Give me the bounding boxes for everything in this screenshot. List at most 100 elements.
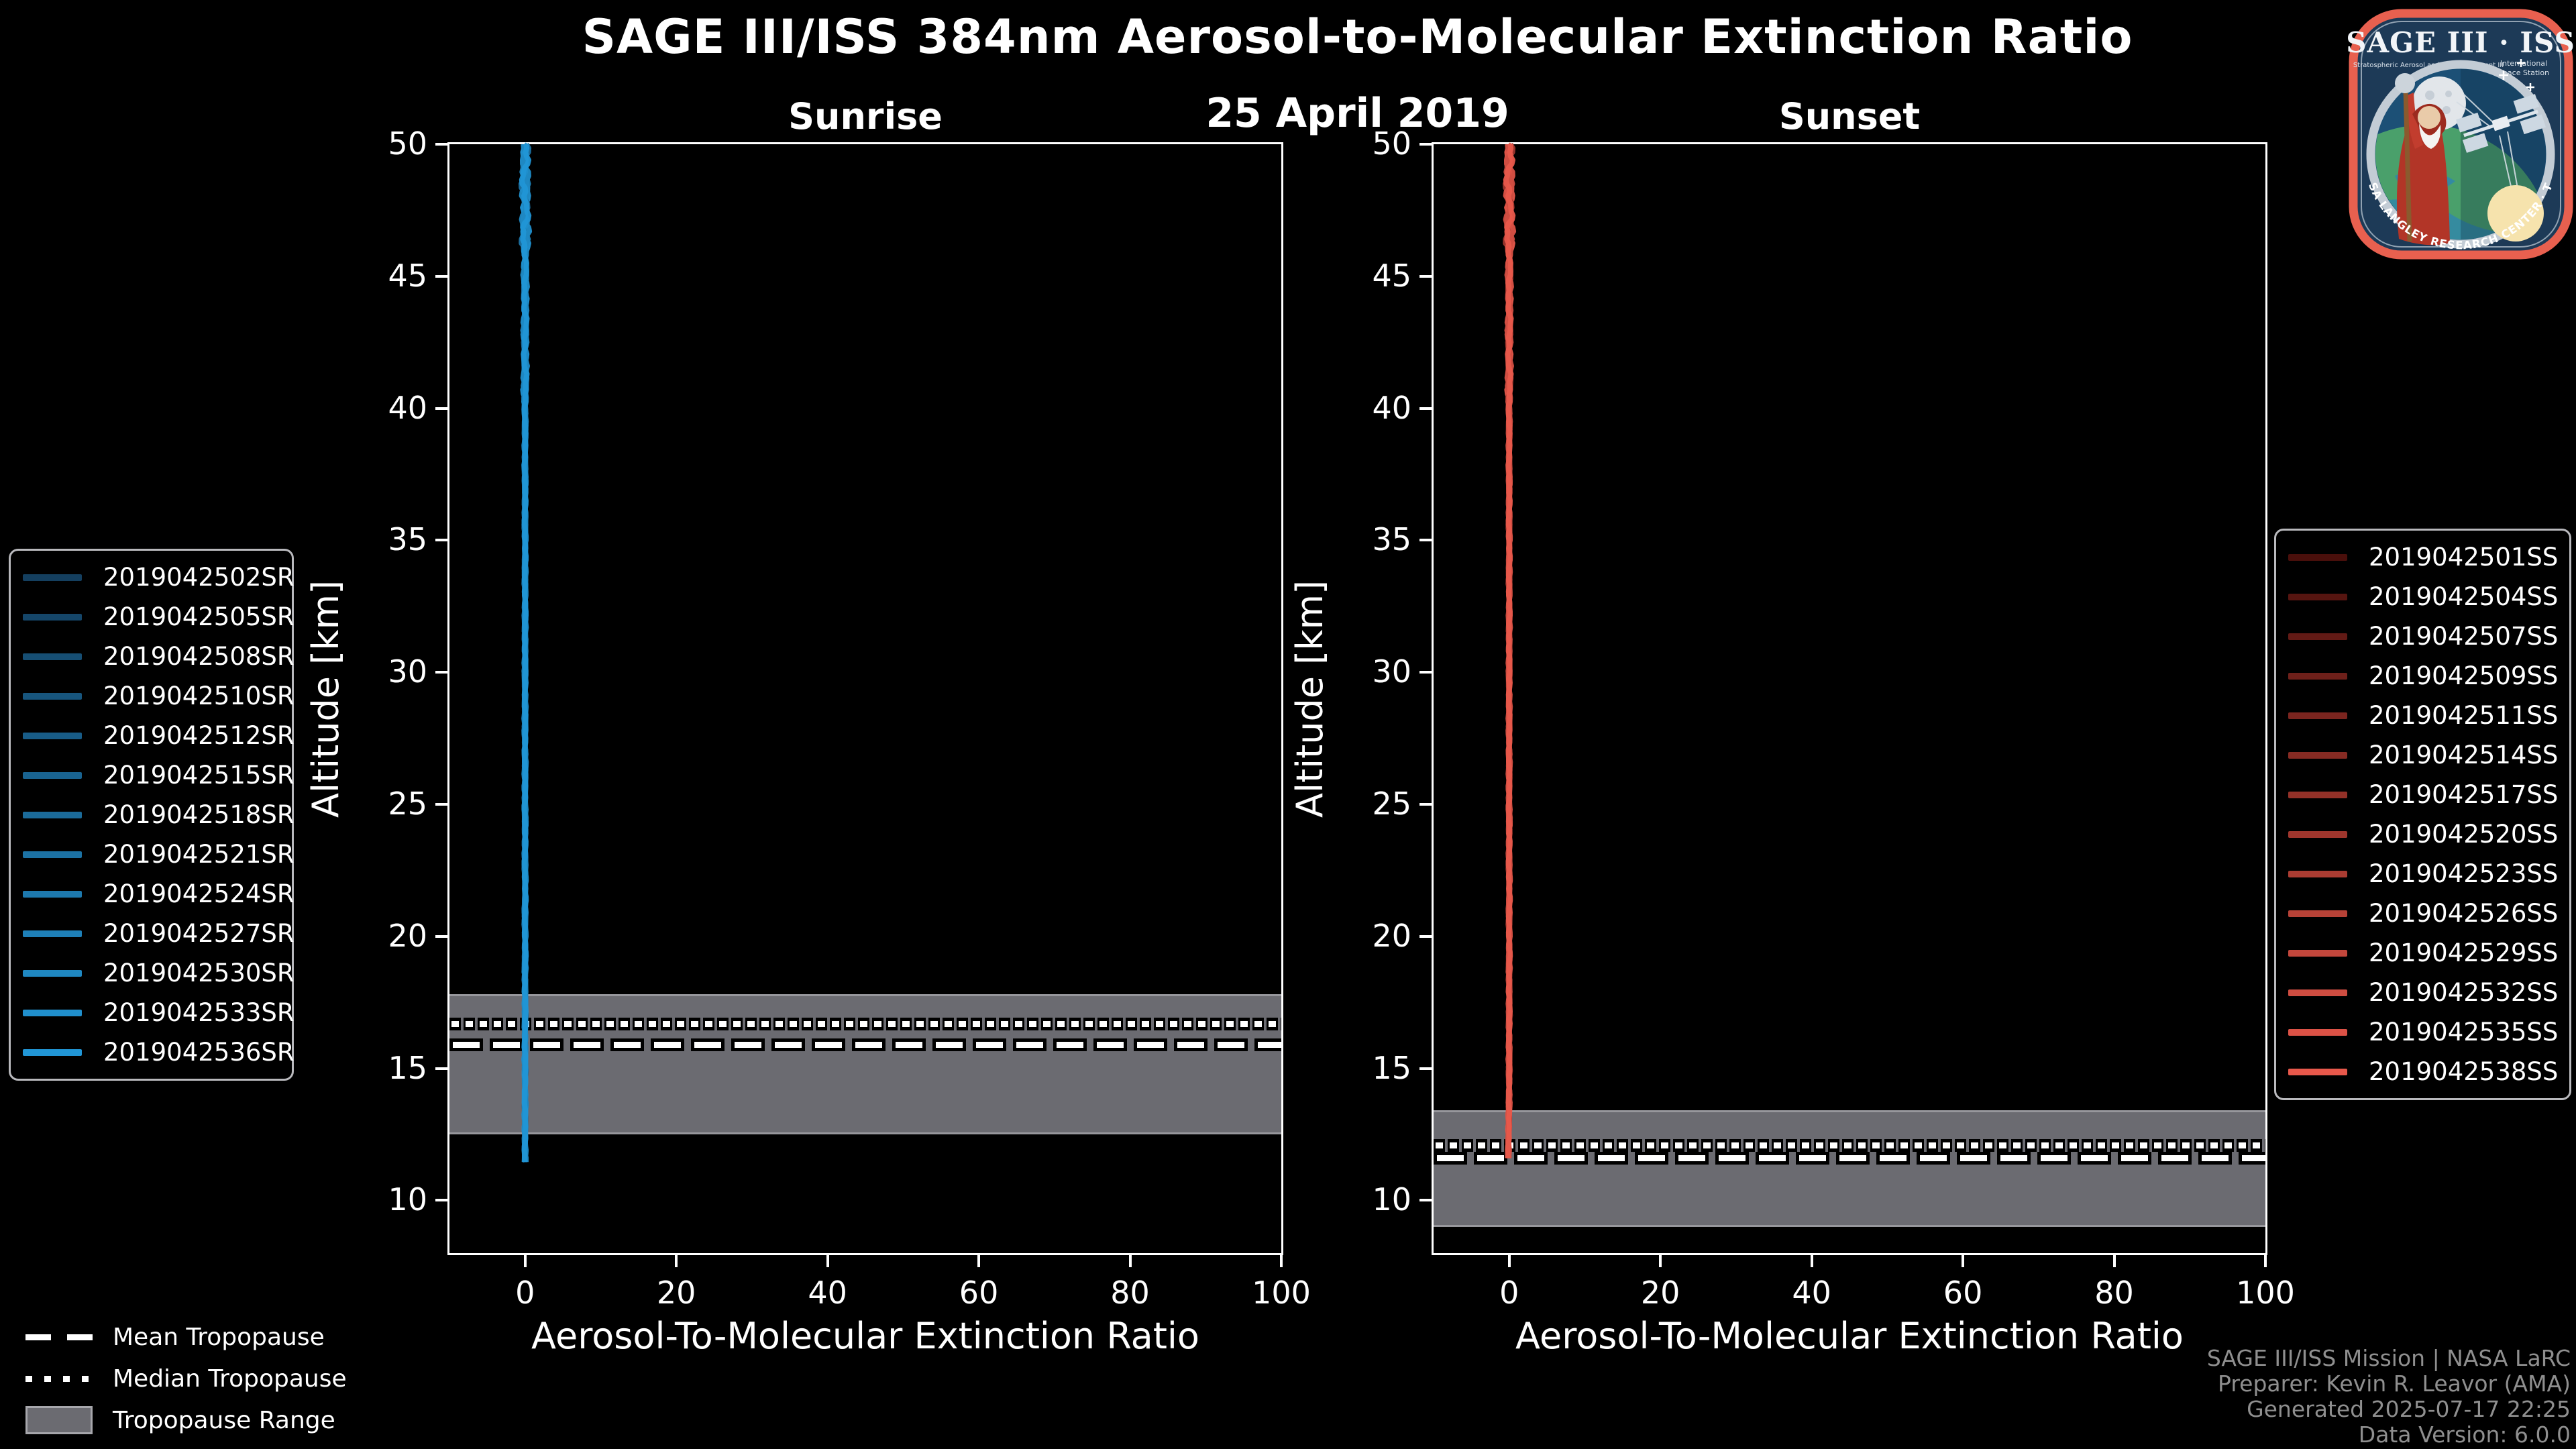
page-title: SAGE III/ISS 384nm Aerosol-to-Molecular … xyxy=(582,9,2133,64)
legend-event-label: 2019042532SS xyxy=(2369,978,2559,1007)
legend-event-label: 2019042515SR xyxy=(103,761,294,790)
legend-event-label: 2019042502SR xyxy=(103,563,294,592)
legend-event-label: 2019042535SS xyxy=(2369,1018,2559,1046)
date-subtitle: 25 April 2019 xyxy=(1205,90,1509,137)
legend-item: 2019042538SS xyxy=(2280,1052,2565,1091)
legend-item: 2019042530SR xyxy=(15,953,294,993)
x-tick-label: 80 xyxy=(1110,1275,1150,1311)
legend-event-label: 2019042523SS xyxy=(2369,859,2559,888)
legend-line-swatch xyxy=(23,1009,82,1016)
y-tick xyxy=(435,143,447,146)
legend-event-label: 2019042512SR xyxy=(103,721,294,750)
sunrise-legend: 2019042502SR 2019042505SR 2019042508SR 2019… xyxy=(9,549,294,1081)
y-tick xyxy=(1419,934,1432,938)
legend-event-label: 2019042526SS xyxy=(2369,899,2559,928)
legend-event-label: 2019042514SS xyxy=(2369,741,2559,769)
x-tick-label: 0 xyxy=(1499,1275,1519,1311)
legend-item: 2019042514SS xyxy=(2280,735,2565,775)
legend-line-swatch xyxy=(2288,949,2347,957)
legend-event-label: 2019042508SR xyxy=(103,642,294,671)
y-tick xyxy=(1419,143,1432,146)
sunset-x-axis-label: Aerosol-To-Molecular Extinction Ratio xyxy=(1515,1315,2184,1357)
x-tick xyxy=(1659,1255,1662,1267)
legend-item: 2019042517SS xyxy=(2280,775,2565,814)
y-tick-label: 30 xyxy=(388,653,427,690)
sunset-panel-title: Sunset xyxy=(1778,95,1921,138)
mean-tropopause-line xyxy=(1434,1152,2265,1165)
y-tick xyxy=(1419,407,1432,410)
x-tick xyxy=(2264,1255,2267,1267)
credit-data-version: Data Version: 6.0.0 xyxy=(2358,1421,2571,1448)
x-tick-label: 60 xyxy=(959,1275,999,1311)
legend-item: 2019042536SR xyxy=(15,1032,294,1072)
legend-line-swatch xyxy=(2288,870,2347,877)
x-tick-label: 80 xyxy=(2094,1275,2134,1311)
logo-subtitle-left: Stratospheric Aerosol and Gas Experiment… xyxy=(2353,62,2504,69)
tropopause-range-label: Tropopause Range xyxy=(113,1406,335,1434)
credit-preparer: Preparer: Kevin R. Leavor (AMA) xyxy=(2218,1371,2571,1397)
legend-item: 2019042510SR xyxy=(15,676,294,716)
legend-line-swatch xyxy=(2288,1028,2347,1036)
dashed-line-swatch xyxy=(25,1334,93,1340)
x-tick xyxy=(1128,1255,1132,1267)
legend-item: 2019042521SR xyxy=(15,835,294,874)
x-tick xyxy=(826,1255,829,1267)
y-tick xyxy=(435,407,447,410)
x-tick-label: 40 xyxy=(1792,1275,1831,1311)
y-tick-label: 40 xyxy=(388,389,427,426)
x-tick xyxy=(1810,1255,1813,1267)
sunrise-plot: Aerosol-To-Molecular Extinction Ratio Al… xyxy=(305,125,1311,1357)
legend-event-label: 2019042533SR xyxy=(103,998,294,1027)
mean-tropopause-line xyxy=(449,1038,1281,1052)
legend-line-swatch xyxy=(23,1049,82,1056)
legend-event-label: 2019042527SR xyxy=(103,919,294,948)
legend-line-swatch xyxy=(2288,553,2347,561)
legend-event-label: 2019042529SS xyxy=(2369,938,2559,967)
legend-item: 2019042523SS xyxy=(2280,854,2565,894)
legend-item: 2019042526SS xyxy=(2280,894,2565,933)
legend-line-swatch xyxy=(23,930,82,937)
legend-item: 2019042518SR xyxy=(15,795,294,835)
legend-item: 2019042502SR xyxy=(15,557,294,597)
y-tick xyxy=(1419,1199,1432,1202)
credits-block: SAGE III/ISS Mission | NASA LaRC Prepare… xyxy=(2207,1346,2571,1448)
legend-event-label: 2019042504SS xyxy=(2369,582,2559,611)
y-tick xyxy=(435,671,447,674)
legend-item: 2019042524SR xyxy=(15,874,294,914)
legend-line-swatch xyxy=(2288,633,2347,640)
legend-item: 2019042535SS xyxy=(2280,1012,2565,1052)
legend-event-label: 2019042538SS xyxy=(2369,1057,2559,1086)
credit-mission: SAGE III/ISS Mission | NASA LaRC xyxy=(2206,1345,2571,1371)
median-tropopause-line xyxy=(1434,1138,2265,1152)
legend-line-swatch xyxy=(2288,830,2347,838)
x-tick xyxy=(977,1255,981,1267)
legend-event-label: 2019042518SR xyxy=(103,800,294,829)
legend-line-swatch xyxy=(2288,989,2347,996)
legend-line-swatch xyxy=(23,692,82,700)
y-tick xyxy=(1419,671,1432,674)
legend-item: 2019042507SS xyxy=(2280,616,2565,656)
sunset-profile-lines xyxy=(1502,142,1517,1159)
y-tick-label: 50 xyxy=(388,125,427,162)
x-tick xyxy=(2112,1255,2116,1267)
dotted-line-swatch xyxy=(25,1375,93,1382)
y-tick-label: 15 xyxy=(388,1049,427,1086)
y-tick-label: 10 xyxy=(1372,1181,1411,1218)
legend-event-label: 2019042521SR xyxy=(103,840,294,869)
y-tick-label: 40 xyxy=(1372,389,1411,426)
sunset-plot: Aerosol-To-Molecular Extinction Ratio Al… xyxy=(1289,125,2295,1357)
legend-item: 2019042515SR xyxy=(15,755,294,795)
legend-line-swatch xyxy=(23,851,82,858)
legend-event-label: 2019042536SR xyxy=(103,1038,294,1067)
legend-line-swatch xyxy=(23,811,82,818)
legend-item: 2019042504SS xyxy=(2280,577,2565,616)
legend-item: 2019042527SR xyxy=(15,914,294,953)
y-tick-label: 20 xyxy=(388,917,427,954)
legend-item: 2019042508SR xyxy=(15,637,294,676)
legend-line-swatch xyxy=(2288,910,2347,917)
legend-line-swatch xyxy=(23,613,82,621)
x-tick xyxy=(1280,1255,1283,1267)
y-tick xyxy=(435,1199,447,1202)
legend-line-swatch xyxy=(2288,672,2347,680)
median-tropopause-line xyxy=(449,1017,1281,1030)
